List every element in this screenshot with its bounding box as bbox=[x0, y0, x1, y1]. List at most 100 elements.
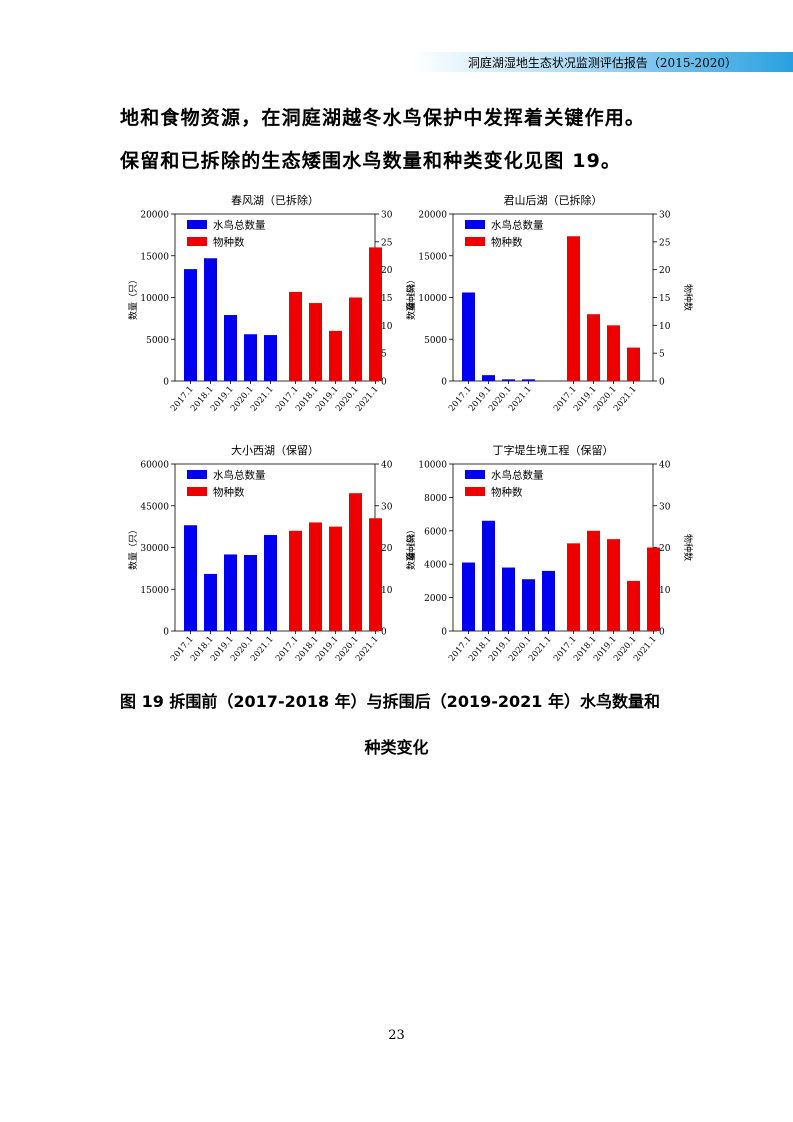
count-bar bbox=[522, 379, 535, 381]
y2-tick-label: 40 bbox=[659, 461, 671, 471]
count-bar bbox=[204, 258, 217, 381]
count-bar bbox=[502, 567, 515, 631]
y2-tick-label: 0 bbox=[381, 628, 387, 638]
count-bar bbox=[264, 534, 277, 631]
count-bar bbox=[224, 315, 237, 381]
y2-tick-label: 0 bbox=[659, 628, 665, 638]
y2-tick-label: 10 bbox=[381, 322, 393, 332]
y2-tick-label: 0 bbox=[381, 378, 387, 388]
species-bar bbox=[369, 518, 382, 631]
chart-junshan-houhu: 君山后湖（已拆除） 0 5000 10000 15000 20000 0 5 10 15 20 25 3… bbox=[405, 193, 694, 414]
y-tick-label: 10000 bbox=[418, 294, 447, 304]
y-tick-label: 10000 bbox=[418, 461, 447, 471]
y-tick-label: 20000 bbox=[140, 211, 169, 221]
count-bar bbox=[204, 573, 217, 631]
species-bar bbox=[309, 303, 322, 381]
chart-title: 春风湖（已拆除） bbox=[231, 193, 319, 207]
legend-label-count: 水鸟总数量 bbox=[491, 219, 544, 232]
y-tick-label: 15000 bbox=[140, 586, 169, 596]
species-bar bbox=[567, 236, 580, 381]
species-bar bbox=[647, 547, 660, 631]
species-bar bbox=[627, 580, 640, 631]
count-bar bbox=[482, 375, 495, 381]
y2-tick-label: 25 bbox=[659, 238, 671, 248]
y-tick-label: 0 bbox=[163, 628, 169, 638]
y-tick-label: 8000 bbox=[424, 494, 447, 504]
legend-label-species: 物种数 bbox=[213, 486, 245, 499]
y-tick-label: 0 bbox=[441, 378, 447, 388]
count-bar bbox=[264, 335, 277, 381]
body-text-line-2: 保留和已拆除的生态矮围水鸟数量和种类变化见图 19。 bbox=[120, 150, 622, 172]
species-bar bbox=[289, 530, 302, 631]
y2-axis-label: 物种数 bbox=[404, 534, 416, 561]
count-bar bbox=[244, 334, 257, 381]
y-axis-label: 数量（只） bbox=[127, 525, 139, 570]
figure-caption-line-2: 种类变化 bbox=[364, 738, 429, 757]
count-bar bbox=[184, 269, 197, 381]
y-tick-label: 15000 bbox=[140, 252, 169, 262]
legend-swatch-count bbox=[465, 220, 485, 229]
y-axis-label: 数量（只） bbox=[405, 525, 417, 570]
legend-swatch-count bbox=[465, 470, 485, 479]
y2-tick-label: 0 bbox=[659, 378, 665, 388]
species-bar bbox=[627, 347, 640, 381]
y-tick-label: 5000 bbox=[146, 336, 169, 346]
y2-tick-label: 20 bbox=[381, 266, 393, 276]
species-bar bbox=[329, 330, 342, 381]
header-accent-bar bbox=[412, 52, 793, 72]
y-tick-label: 30000 bbox=[140, 544, 169, 554]
legend-label-species: 物种数 bbox=[213, 236, 245, 249]
chart-dingzidi-habitat: 丁字堤生境工程（保留） 0 2000 4000 6000 8000 10000 0 10 20 30… bbox=[405, 443, 694, 664]
legend-label-count: 水鸟总数量 bbox=[491, 469, 544, 482]
y2-tick-label: 10 bbox=[381, 586, 393, 596]
count-bar bbox=[462, 292, 475, 381]
species-bar bbox=[349, 297, 362, 381]
y2-tick-label: 10 bbox=[659, 322, 671, 332]
chart-title: 大小西湖（保留） bbox=[231, 443, 319, 457]
chart-chunfeng-lake: 春风湖（已拆除） 0 5000 10000 15000 20000 0 5 10 15 20 25 30… bbox=[127, 193, 416, 414]
species-bar bbox=[587, 314, 600, 381]
species-bar bbox=[309, 522, 322, 631]
y-tick-label: 15000 bbox=[418, 252, 447, 262]
count-bar bbox=[522, 579, 535, 631]
report-header-title: 洞庭湖湿地生态状况监测评估报告（2015-2020） bbox=[467, 56, 738, 70]
y-tick-label: 5000 bbox=[424, 336, 447, 346]
y2-tick-label: 5 bbox=[659, 350, 665, 360]
count-bar bbox=[482, 520, 495, 631]
y2-axis-label: 物种数 bbox=[682, 284, 694, 311]
count-bar bbox=[184, 525, 197, 631]
y2-tick-label: 15 bbox=[659, 294, 671, 304]
page-number: 23 bbox=[388, 1028, 405, 1043]
legend-swatch-species bbox=[465, 237, 485, 246]
figure-caption-line-1: 图 19 拆围前（2017-2018 年）与拆围后（2019-2021 年）水鸟… bbox=[120, 692, 660, 711]
legend-label-species: 物种数 bbox=[491, 236, 523, 249]
species-bar bbox=[607, 539, 620, 631]
species-bar bbox=[349, 493, 362, 631]
y2-tick-label: 25 bbox=[381, 238, 393, 248]
y2-tick-label: 30 bbox=[659, 502, 671, 512]
legend-label-count: 水鸟总数量 bbox=[213, 469, 266, 482]
y2-tick-label: 20 bbox=[659, 544, 671, 554]
species-bar bbox=[607, 325, 620, 381]
y2-tick-label: 10 bbox=[659, 586, 671, 596]
y-tick-label: 20000 bbox=[418, 211, 447, 221]
y-tick-label: 4000 bbox=[424, 561, 447, 571]
y2-tick-label: 20 bbox=[659, 266, 671, 276]
y-tick-label: 45000 bbox=[140, 502, 169, 512]
y2-tick-label: 30 bbox=[659, 211, 671, 221]
species-bar bbox=[369, 247, 382, 381]
species-bar bbox=[587, 530, 600, 631]
y2-tick-label: 20 bbox=[381, 544, 393, 554]
legend-label-species: 物种数 bbox=[491, 486, 523, 499]
count-bar bbox=[542, 570, 555, 631]
chart-daxiao-xihu: 大小西湖（保留） 0 15000 30000 45000 60000 0 10 20 30 40 数量… bbox=[127, 443, 416, 664]
legend-swatch-species bbox=[465, 487, 485, 496]
y-tick-label: 2000 bbox=[424, 594, 447, 604]
legend-swatch-count bbox=[187, 220, 207, 229]
y-tick-label: 0 bbox=[163, 378, 169, 388]
body-text-line-1: 地和食物资源，在洞庭湖越冬水鸟保护中发挥着关键作用。 bbox=[120, 107, 646, 129]
y-tick-label: 10000 bbox=[140, 294, 169, 304]
count-bar bbox=[462, 562, 475, 631]
chart-title: 丁字堤生境工程（保留） bbox=[493, 443, 614, 457]
y2-axis-label: 物种数 bbox=[404, 284, 416, 311]
